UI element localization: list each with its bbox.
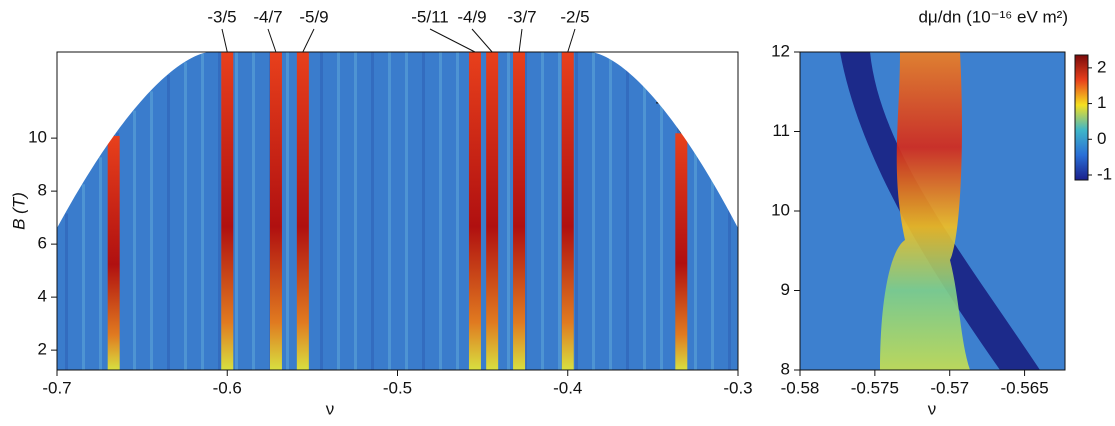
heatmap-texture [388, 52, 391, 370]
fraction-stripe [296, 52, 309, 370]
heatmap-texture [439, 52, 442, 370]
fraction-label: -3/5 [207, 7, 236, 26]
colorbar-tick-label: 1 [1097, 93, 1106, 112]
heatmap-texture [405, 52, 408, 370]
x-tick-label: -0.3 [723, 378, 752, 397]
colorbar-tick-label: -1 [1097, 164, 1112, 183]
x-tick-label: -0.58 [781, 378, 820, 397]
fraction-label: -5/9 [299, 7, 328, 26]
fraction-label: -4/9 [457, 7, 486, 26]
heatmap-texture [694, 152, 697, 370]
fraction-stripe [468, 52, 481, 370]
dome-mask [57, 52, 738, 228]
heatmap-texture [711, 179, 714, 370]
x-tick-label: -0.6 [213, 378, 242, 397]
y-tick-label: 12 [771, 41, 790, 60]
heatmap-texture [541, 52, 544, 370]
heatmap-texture [371, 52, 374, 370]
colorbar-tick-label: 0 [1097, 129, 1106, 148]
heatmap-texture [660, 105, 663, 370]
heatmap-texture [184, 62, 187, 370]
y-tick-label: 2 [38, 340, 47, 359]
x-axis-label: ν [326, 399, 335, 418]
heatmap-texture [252, 52, 255, 370]
heatmap-texture [524, 52, 527, 370]
fraction-leader [567, 28, 576, 53]
heatmap-texture [575, 52, 578, 370]
y-tick-label: 10 [771, 200, 790, 219]
fraction-label: -3/7 [507, 7, 536, 26]
fraction-label: -2/5 [560, 7, 589, 26]
heatmap-background [57, 52, 738, 370]
heatmap-texture [354, 52, 357, 370]
fraction-stripe [675, 133, 688, 370]
heatmap-texture [235, 52, 238, 370]
fraction-label: -4/7 [253, 7, 282, 26]
heatmap-texture [167, 75, 170, 370]
y-tick-label: 11 [772, 121, 790, 140]
heatmap-texture [728, 209, 731, 370]
fraction-stripe [221, 52, 234, 370]
colorbar-tick-label: 2 [1097, 57, 1106, 76]
y-tick-label: 6 [38, 234, 47, 253]
heatmap-texture [218, 52, 221, 370]
fraction-leader [429, 28, 476, 53]
fraction-label: -5/11 [411, 7, 449, 26]
heatmap-texture [626, 70, 629, 370]
heatmap-texture [456, 52, 459, 370]
fraction-stripe [561, 52, 574, 370]
x-tick-label: -0.7 [42, 378, 71, 397]
y-tick-label: 8 [38, 181, 47, 200]
heatmap-texture [609, 58, 612, 370]
colorbar-label: dμ/dn (10⁻¹⁶ eV m²) [918, 7, 1068, 26]
signal-region [880, 52, 970, 370]
colorbar [1074, 54, 1089, 181]
fraction-stripe [107, 135, 120, 370]
x-tick-label: -0.5 [383, 378, 412, 397]
y-tick-label: 10 [28, 128, 47, 147]
fraction-stripe [269, 52, 282, 370]
x-tick-label: -0.4 [553, 378, 582, 397]
heatmap-texture [82, 184, 85, 370]
fraction-leader [518, 28, 523, 53]
x-tick-label: -0.565 [1000, 378, 1048, 397]
y-tick-label: 4 [38, 287, 47, 306]
heatmap-texture [65, 213, 68, 370]
fraction-leader [221, 28, 228, 53]
heatmap-texture [643, 86, 646, 370]
x-tick-label: -0.57 [930, 378, 969, 397]
y-axis-label: B (T) [9, 192, 28, 230]
fraction-stripe [513, 52, 526, 370]
heatmap-texture [422, 52, 425, 370]
fraction-leader [302, 28, 315, 53]
dark-band [840, 52, 1040, 370]
heatmap-texture [320, 52, 323, 370]
heatmap-texture [201, 53, 204, 370]
heatmap-texture [99, 157, 102, 370]
heatmap-texture [507, 52, 510, 370]
heatmap-texture [337, 52, 340, 370]
heatmap-texture [133, 110, 136, 370]
heatmap-texture [150, 91, 153, 371]
y-tick-label: 9 [781, 280, 790, 299]
y-tick-label: 8 [781, 359, 790, 378]
fraction-leader [471, 28, 493, 53]
x-axis-label: ν [928, 399, 937, 418]
x-tick-label: -0.575 [851, 378, 899, 397]
heatmap-texture [592, 52, 595, 370]
heatmap-texture [558, 52, 561, 370]
fraction-leader [267, 28, 277, 53]
heatmap-texture [286, 52, 289, 370]
fraction-stripe [486, 52, 499, 370]
